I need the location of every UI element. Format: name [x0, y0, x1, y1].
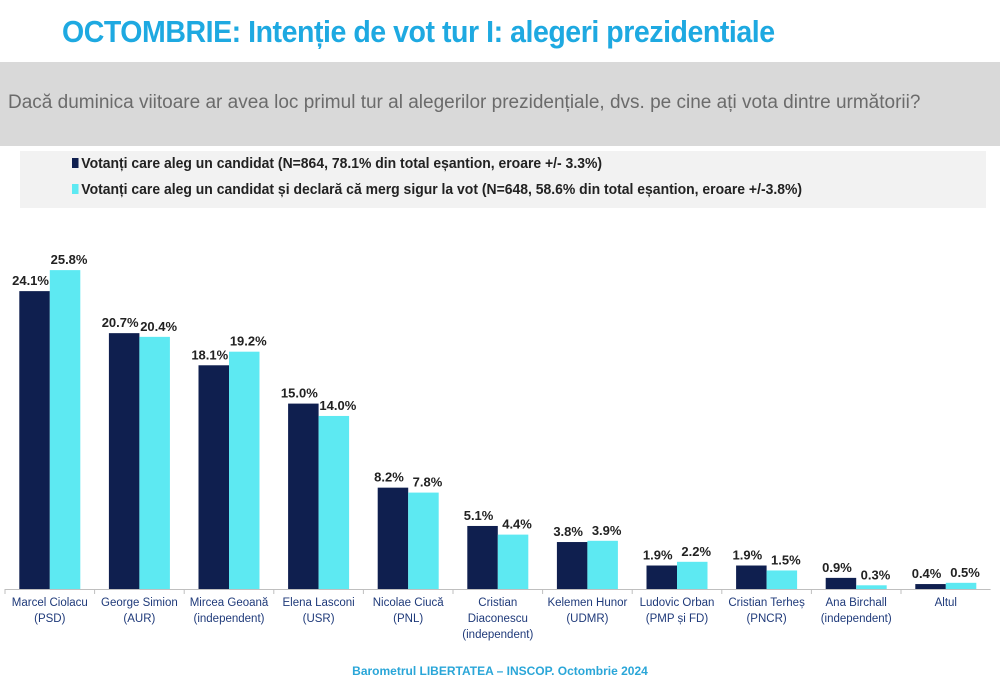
data-label: 0.5%: [950, 565, 980, 580]
bar-s1-7: [646, 565, 677, 589]
data-label: 5.1%: [464, 508, 494, 523]
data-label: 19.2%: [230, 334, 267, 349]
bar-s1-0: [19, 291, 50, 589]
bar-s2-5: [497, 534, 529, 589]
bar-s1-5: [467, 525, 498, 589]
bar-s2-10: [945, 582, 977, 589]
bar-chart: 24.1%25.8% Marcel Ciolacu (PSD) 20.7% 20.4% G…: [4, 252, 991, 641]
bar-s1-1: [108, 333, 140, 589]
bar-s1-8: [736, 565, 767, 589]
data-label: 8.2%: [374, 470, 404, 485]
bar-s2-4: [408, 492, 439, 589]
data-label: 1.9%: [733, 548, 763, 563]
x-tick-label: Kelemen Hunor: [547, 597, 627, 609]
question-band: [0, 62, 1000, 146]
x-tick-label: Nicolae Ciucă: [373, 597, 445, 609]
data-label: 2.2%: [681, 544, 711, 559]
data-label: 18.1%: [191, 347, 228, 362]
x-tick-label: (independent): [821, 613, 892, 625]
x-tick-label: (UDMR): [566, 613, 608, 625]
x-tick-label: Ludovic Orban: [640, 597, 715, 609]
x-tick-label: Cristian Terheș: [728, 597, 805, 609]
x-tick-label: (USR): [303, 613, 335, 625]
bar-s2-8: [766, 570, 798, 589]
source-note: Barometrul LIBERTATEA – INSCOP. Octombri…: [352, 664, 648, 678]
bar-s2-6: [587, 540, 618, 589]
data-label: 3.8%: [553, 524, 583, 539]
bar-s1-3: [288, 403, 319, 589]
bar-s1-6: [556, 542, 588, 589]
x-tick-label: Mircea Geoană: [190, 597, 269, 609]
bar-s2-9: [856, 585, 887, 589]
x-tick-label: Elena Lasconi: [282, 597, 354, 609]
legend: Votanți care aleg un candidat (N=864, 78…: [20, 151, 986, 208]
x-tick-label: (PNL): [393, 613, 423, 625]
legend-swatch: [72, 158, 79, 168]
question-text: Dacă duminica viitoare ar avea loc primu…: [8, 92, 921, 113]
x-tick-label: Altul: [935, 597, 957, 609]
legend-label: Votanți care aleg un candidat (N=864, 78…: [81, 155, 603, 172]
x-tick-label: Marcel Ciolacu: [12, 597, 88, 609]
data-label: 4.4%: [502, 517, 532, 532]
data-label: 0.9%: [822, 560, 852, 575]
legend-item-series1: Votanți care aleg un candidat (N=864, 78…: [72, 155, 602, 172]
data-label: 20.4%: [140, 319, 177, 334]
bar-s2-2: [229, 351, 260, 589]
data-label: 24.1%: [12, 273, 49, 288]
legend-label: Votanți care aleg un candidat și declară…: [81, 181, 803, 198]
chart-title: OCTOMBRIE: Intenție de vot tur I: aleger…: [62, 14, 775, 49]
x-tick-label: Cristian: [478, 597, 517, 609]
data-label: 0.4%: [912, 566, 942, 581]
bar-s2-3: [318, 415, 350, 589]
bar-s1-9: [825, 577, 857, 589]
data-label: 20.7%: [102, 315, 139, 330]
bar-s1-10: [915, 584, 946, 589]
bar-s2-7: [677, 561, 708, 589]
legend-swatch: [72, 184, 79, 194]
data-label: 25.8%: [51, 252, 88, 267]
data-label: 14.0%: [319, 398, 356, 413]
x-tick-label: (AUR): [123, 613, 155, 625]
x-tick-label: (PMP și FD): [646, 613, 709, 625]
bar-s1-2: [198, 365, 229, 589]
data-label: 3.9%: [592, 523, 622, 538]
data-label: 1.5%: [771, 552, 801, 567]
x-tick-label: Diaconescu: [468, 613, 528, 625]
data-label: 0.3%: [861, 567, 891, 582]
x-tick-label: George Simion: [101, 597, 178, 609]
data-label: 15.0%: [281, 386, 318, 401]
x-tick-label: (PNCR): [746, 613, 786, 625]
x-tick-label: Ana Birchall: [826, 597, 887, 609]
data-label: 1.9%: [643, 548, 673, 563]
x-tick-label: (independent): [194, 613, 265, 625]
x-tick-label: (PSD): [34, 613, 65, 625]
bar-s2-1: [139, 336, 170, 589]
data-label: 7.8%: [413, 475, 443, 490]
x-tick-label: (independent): [462, 629, 533, 641]
bar-s2-0: [49, 270, 81, 589]
legend-item-series2: Votanți care aleg un candidat și declară…: [72, 181, 802, 198]
bar-s1-4: [377, 487, 409, 589]
